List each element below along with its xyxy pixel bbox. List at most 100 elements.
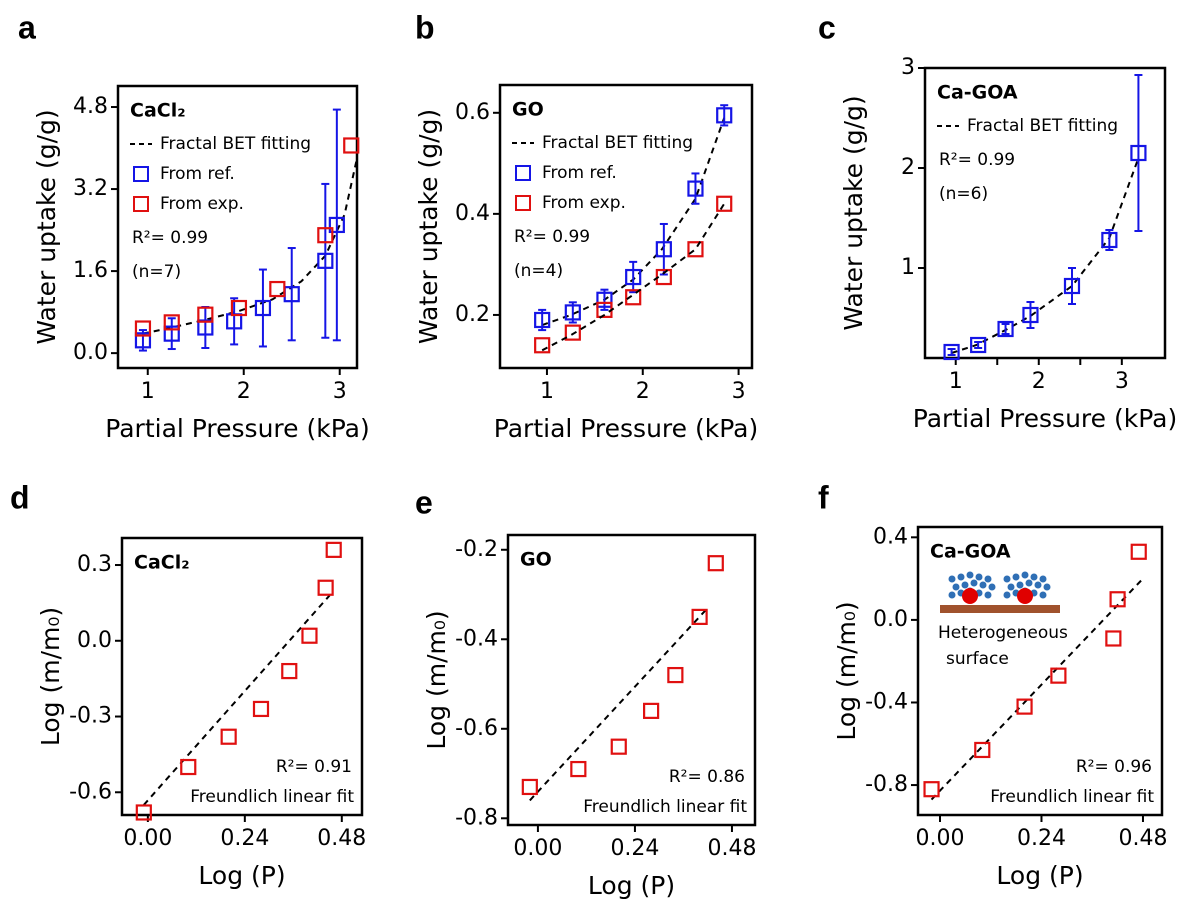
data-point [254,299,272,317]
data-point [281,662,298,680]
data-point [534,311,551,329]
inset-molecule [984,575,992,583]
inset-molecule [1016,581,1024,589]
y-axis-title: Water uptake (g/g) [839,95,868,330]
annotation: (n=6) [939,184,988,204]
inset-molecule [984,591,992,599]
data-point [343,137,360,154]
x-tick-label: 3 [333,379,347,404]
inset-molecule [1039,575,1047,583]
x-tick-label: 0.48 [707,836,756,861]
annotation: R²= 0.86 [669,767,745,787]
data-point [134,332,152,349]
data-point [163,314,180,331]
data-point [1109,591,1126,608]
y-tick-label: -0.4 [865,689,908,714]
plot-frame [923,66,1167,360]
plot-frame [120,536,364,817]
data-point [521,778,538,796]
legend-label: Freundlich linear fit [190,787,354,807]
data-point [610,738,627,755]
fit-line [930,577,1144,801]
data-point [317,227,334,244]
inset-molecule [979,581,987,589]
plot-area [521,555,724,802]
legend-label: Fractal BET fitting [967,116,1118,136]
x-tick-label: 1 [949,369,963,394]
legend-swatch [133,166,149,182]
y-tick-label: 0.6 [455,100,490,125]
data-point [974,741,991,759]
inset-molecule [1043,583,1051,591]
data-point [135,804,152,821]
chart-title: CaCl₂ [130,100,186,122]
y-axis-title: Log (m/m₀) [832,601,861,740]
y-tick-label: 1.6 [73,258,108,283]
plot-frame [498,83,754,370]
data-point [1016,698,1033,715]
plot-area [943,74,1147,361]
chart-title: CaCl₂ [134,552,190,574]
fit-line [143,594,331,806]
legend-label: From exp. [160,194,244,214]
legend-label: Fractal BET fitting [542,133,693,153]
inset-molecule [966,571,974,579]
data-point [163,325,180,342]
y-tick-label: 0.0 [873,607,908,632]
inset-molecule [952,583,960,591]
y-tick-label: 3.2 [73,176,108,201]
data-point [1063,277,1081,295]
data-point [301,627,318,644]
legend-label: Freundlich linear fit [990,787,1154,807]
y-tick-label: 0.4 [455,201,490,226]
x-tick-label: 0.00 [513,836,562,861]
inset-molecule [1003,575,1011,583]
data-point [1130,543,1147,560]
annotation: (n=4) [514,261,563,281]
y-tick-label: -0.6 [69,779,112,804]
data-point [625,289,642,306]
panel-label: a [18,9,36,45]
inset-molecule [961,581,969,589]
x-axis-title: Partial Pressure (kPa) [494,414,758,443]
x-axis-title: Log (P) [996,861,1083,890]
x-tick-label: 0.24 [1017,826,1066,851]
y-tick-label: 1 [901,255,915,280]
inset-surface [940,605,1060,613]
data-point [691,608,708,625]
inset-molecule [1030,573,1038,581]
y-tick-label: 0.0 [77,628,112,653]
data-point [1130,144,1147,162]
data-point [655,241,672,258]
data-point [564,324,581,341]
data-point [570,760,587,778]
plot-frame [506,533,757,827]
x-axis-title: Partial Pressure (kPa) [913,404,1177,433]
y-tick-label: -0.8 [865,772,908,797]
data-point [564,304,581,321]
annotation: R²= 0.99 [939,150,1015,170]
data-point [970,336,987,354]
x-tick-label: 2 [636,379,650,404]
plot-area [534,104,733,354]
data-point [716,107,733,124]
inset-molecule [1012,573,1020,581]
data-point [707,555,724,572]
x-tick-label: 0.48 [1118,826,1167,851]
legend-swatch [515,165,531,181]
data-point [317,579,334,596]
plot-frame [116,84,359,370]
panel-label: c [818,9,836,45]
y-tick-label: -0.6 [455,716,498,741]
data-point [716,195,733,212]
chart-title: GO [512,99,544,121]
x-tick-label: 3 [732,379,746,404]
data-point [1050,667,1067,684]
chart-title: GO [520,549,552,571]
y-tick-label: 0.4 [873,524,908,549]
data-point [534,337,551,354]
data-point [625,268,642,286]
inset-label: Heterogeneous [938,623,1068,643]
inset-site [962,588,978,604]
